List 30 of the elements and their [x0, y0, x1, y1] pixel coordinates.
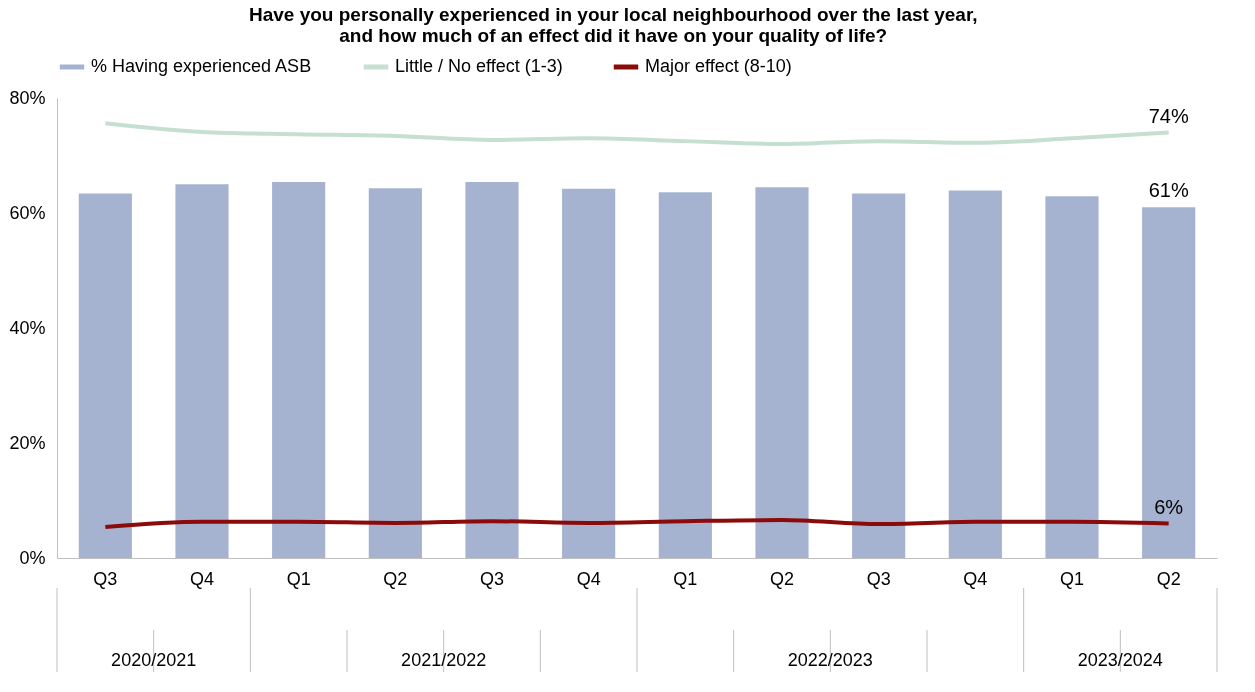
x-tick-label: Q4	[576, 568, 601, 589]
x-tick-label: Q2	[769, 568, 795, 589]
text: 2022/2023	[787, 650, 873, 670]
text: 2021/2022	[401, 650, 487, 670]
x-tick-label: Q1	[286, 568, 311, 589]
legend-label: % Having experienced ASB	[91, 56, 312, 76]
x-tick-label: Q4	[963, 568, 988, 589]
data-label: 74%	[1148, 104, 1189, 127]
legend-label: Major effect (8-10)	[645, 56, 792, 76]
x-tick-label: Q2	[383, 568, 408, 589]
y-tick-label: 0%	[19, 547, 46, 568]
data-label: 61%	[1148, 179, 1189, 202]
data-label: 6%	[1154, 495, 1184, 518]
line-series	[103, 518, 1171, 529]
y-tick-label: 40%	[9, 317, 46, 338]
x-tick-label: Q2	[1156, 568, 1181, 589]
x-tick-label: Q1	[1059, 568, 1085, 589]
x-tick-label: Q4	[189, 568, 215, 589]
chart-title: Have you personally experienced in your local neighbourhood over the last year, and how much of an effect did it have on your quality of life?	[248, 4, 978, 46]
x-tick-label: Q1	[673, 568, 698, 589]
x-tick-label: Q3	[866, 568, 891, 589]
legend-label: Little / No effect (1-3)	[395, 56, 563, 76]
y-tick-label: 60%	[9, 202, 46, 223]
y-tick-label: 80%	[9, 87, 46, 108]
y-tick-label: 20%	[9, 432, 46, 453]
x-tick-label: Q3	[479, 568, 505, 589]
text: 2020/2021	[111, 650, 197, 670]
text: 2023/2024	[1077, 650, 1163, 670]
line-series	[103, 121, 1171, 146]
x-tick-label: Q3	[93, 568, 118, 589]
